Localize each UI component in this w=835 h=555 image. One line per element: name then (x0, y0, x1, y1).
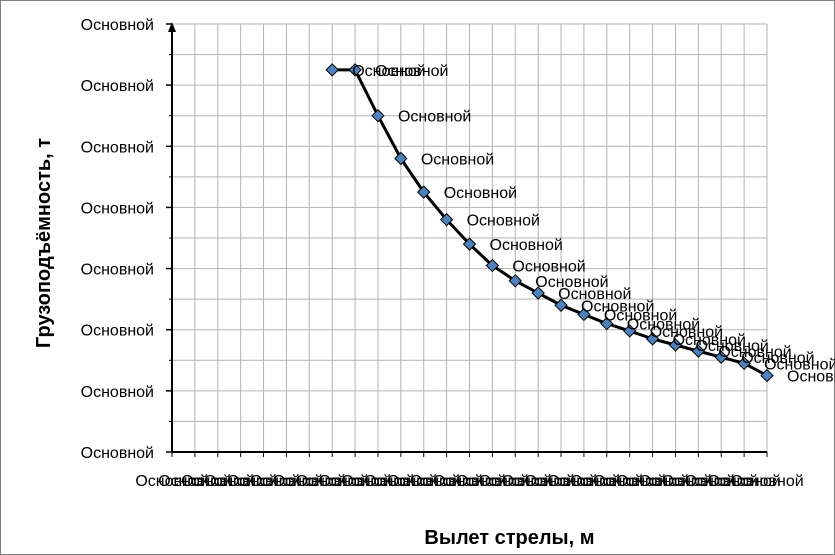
x-tick-label: Основной (273, 473, 346, 490)
x-tick-label: Основной (250, 473, 323, 490)
data-point (600, 316, 614, 331)
x-tick-label: Основной (662, 473, 735, 490)
data-label: Основной (421, 152, 494, 169)
series (325, 63, 774, 383)
data-label: Основной (398, 109, 471, 126)
data-label: Основной (352, 63, 425, 80)
data-label: Основной (627, 317, 700, 334)
data-label: Основной (581, 298, 654, 315)
y-tick-label: Основной (81, 445, 154, 462)
data-label: Основной (490, 237, 563, 254)
data-label: Основной (604, 307, 677, 324)
x-tick-label: Основной (524, 473, 597, 490)
data-label: Основной (558, 286, 631, 303)
y-tick-label: Основной (81, 384, 154, 401)
data-point (439, 212, 454, 227)
data-label: Основной (718, 344, 791, 361)
data-point (531, 286, 545, 300)
x-tick-label: Основной (685, 473, 758, 490)
data-point (691, 344, 706, 358)
x-tick-label: Основной (639, 473, 712, 490)
data-label: Основной (741, 350, 814, 367)
x-tick-label: Основной (456, 473, 529, 490)
y-tick-label: Основной (81, 200, 154, 217)
axes (166, 22, 768, 457)
data-point (645, 332, 660, 346)
x-tick-label: Основной (547, 473, 620, 490)
x-tick-label: Основной (593, 473, 666, 490)
x-tick-label: Основной (433, 473, 506, 490)
x-tick-label: Основной (181, 473, 254, 490)
data-point (508, 274, 522, 288)
x-tick-label: Основной (296, 473, 369, 490)
y-tick-label: Основной (81, 78, 154, 95)
y-tick-label: Основной (81, 139, 154, 156)
data-label: Основной (444, 185, 517, 202)
y-tick-label: Основной (81, 323, 154, 340)
data-point (485, 258, 500, 273)
data-point (371, 109, 385, 123)
x-tick-label: Основной (135, 473, 208, 490)
data-label: Основной (467, 213, 540, 230)
y-axis-arrow-icon (168, 22, 176, 32)
data-label: Основной (695, 338, 768, 355)
grid (172, 23, 768, 452)
data-point (760, 368, 774, 383)
x-tick-label: Основной (410, 473, 483, 490)
y-tick-label: Основной (81, 262, 154, 279)
tick-labels: ОсновнойОсновнойОсновнойОсновнойОсновной… (81, 17, 804, 490)
data-point (417, 185, 431, 199)
data-label: Основной (535, 274, 608, 291)
y-axis-title: Грузоподъёмность, т (33, 138, 55, 348)
data-point (668, 338, 683, 352)
x-tick-label: Основной (501, 473, 574, 490)
x-tick-label: Основной (387, 473, 460, 490)
x-tick-label: Основной (616, 473, 689, 490)
data-point (577, 307, 591, 322)
point-labels: ОсновнойОсновнойОсновнойОсновнойОсновной… (352, 63, 835, 386)
x-tick-label: Основной (341, 473, 414, 490)
x-tick-label: Основной (204, 473, 277, 490)
x-tick-label: Основной (227, 473, 300, 490)
data-point (462, 237, 477, 251)
data-label: Основной (650, 324, 723, 341)
data-point (737, 356, 751, 371)
data-label: Основной (764, 356, 835, 373)
data-point (622, 324, 637, 338)
x-tick-label: Основной (318, 473, 391, 490)
x-tick-label: Основной (364, 473, 437, 490)
data-point (554, 298, 568, 312)
x-tick-label: Основной (479, 473, 552, 490)
x-tick-label: Основной (730, 473, 803, 490)
x-axis-title: Вылет стрелы, м (424, 527, 594, 549)
y-tick-label: Основной (81, 17, 154, 34)
data-label: Основной (512, 259, 585, 276)
x-tick-label: Основной (158, 473, 231, 490)
data-label: Основной (787, 369, 835, 386)
data-point (714, 350, 728, 364)
data-point (325, 63, 339, 77)
data-point (348, 63, 362, 77)
x-tick-label: Основной (570, 473, 643, 490)
data-point (394, 151, 408, 166)
x-tick-label: Основной (707, 473, 780, 490)
data-label: Основной (375, 63, 448, 80)
data-label: Основной (673, 332, 746, 349)
